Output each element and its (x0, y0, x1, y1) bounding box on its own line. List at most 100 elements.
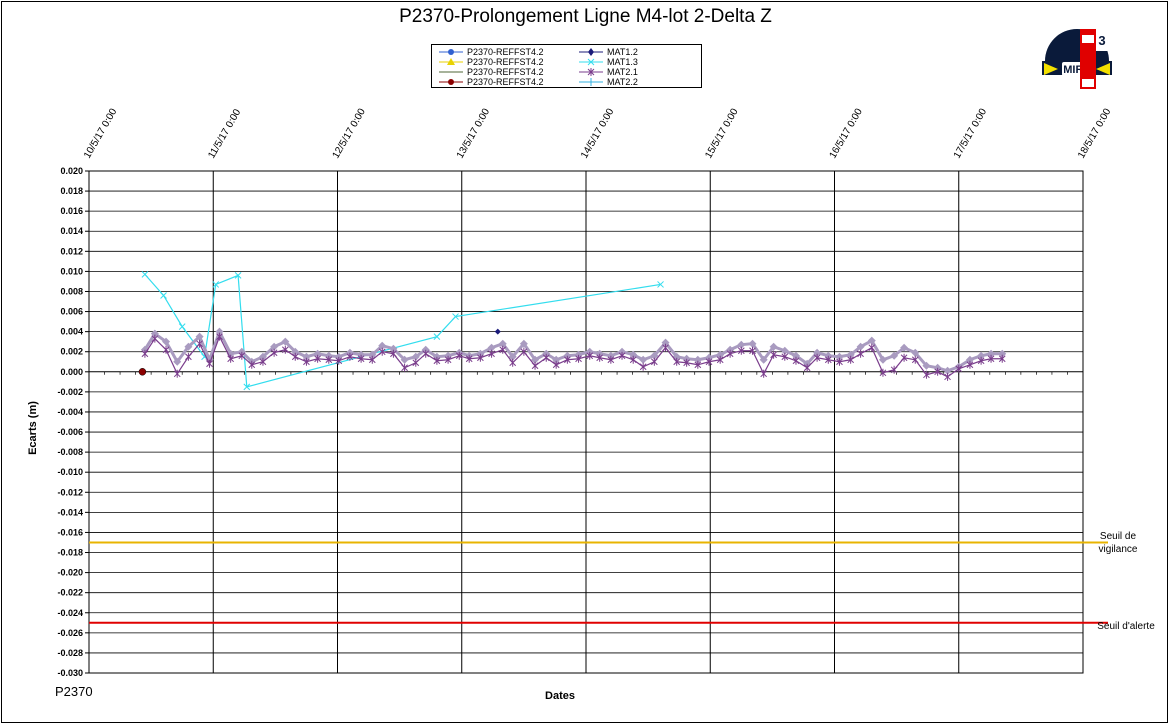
data-point (944, 372, 951, 381)
data-point (977, 356, 985, 365)
data-point (922, 361, 931, 370)
data-point (433, 333, 441, 341)
y-tick-label: 0.004 (60, 327, 83, 337)
threshold-label-alerte: Seuil d'alerte (1097, 621, 1155, 632)
data-point (368, 355, 376, 364)
data-point (586, 351, 594, 360)
data-point (890, 351, 899, 360)
x-axis-label: Dates (545, 690, 575, 702)
data-point (618, 351, 626, 360)
data-point (552, 355, 561, 364)
data-point (389, 344, 398, 353)
data-point (212, 281, 220, 288)
data-point (737, 346, 745, 355)
corner-label: P2370 (55, 684, 93, 699)
mire-logo: MIRE 3 (1042, 25, 1112, 93)
data-point (433, 356, 441, 365)
data-point (955, 364, 963, 373)
data-point (835, 352, 844, 361)
data-point (998, 354, 1006, 363)
data-point (173, 357, 182, 366)
data-point (900, 353, 908, 362)
data-point (934, 367, 941, 376)
data-point (160, 292, 167, 299)
data-point (291, 352, 299, 361)
x-tick-label: 16/5/17 0:00 (828, 106, 866, 160)
data-point (150, 329, 159, 338)
y-tick-label: 0.020 (60, 166, 83, 176)
y-tick-label: 0.002 (60, 347, 83, 357)
data-point (650, 357, 658, 366)
data-point (813, 348, 822, 357)
data-point (531, 361, 539, 370)
data-point (455, 351, 463, 360)
data-point (138, 368, 147, 376)
y-tick-label: -0.006 (57, 427, 83, 437)
data-point (803, 363, 811, 372)
series-line (144, 274, 661, 388)
data-point (258, 352, 267, 361)
chart-legend: P2370-REFFST4.2 P2370-REFFST4.2 P2370-RE… (431, 44, 702, 88)
data-point (867, 336, 876, 345)
data-point (878, 355, 887, 364)
data-point (519, 339, 528, 348)
data-point (693, 355, 702, 364)
data-point (770, 350, 777, 359)
data-point (694, 360, 702, 369)
data-point (390, 349, 397, 358)
y-tick-label: 0.016 (60, 206, 83, 216)
data-point (661, 338, 670, 347)
data-point (575, 354, 582, 363)
data-point (234, 272, 242, 279)
data-point (281, 345, 289, 354)
data-point (780, 346, 789, 355)
data-point (401, 363, 408, 372)
x-tick-label: 15/5/17 0:00 (703, 106, 741, 160)
data-point (477, 353, 484, 362)
y-tick-label: -0.026 (57, 628, 83, 638)
data-point (911, 355, 919, 364)
data-point (185, 352, 192, 361)
data-point (238, 351, 246, 360)
data-point (813, 353, 821, 362)
data-point (227, 354, 234, 363)
data-point (965, 355, 974, 364)
data-point (465, 354, 473, 363)
data-point (760, 369, 768, 378)
data-point (488, 349, 495, 358)
data-point (346, 352, 354, 361)
data-point (890, 365, 898, 374)
data-point (977, 351, 986, 360)
y-tick-label: -0.016 (57, 527, 83, 537)
data-point (759, 355, 768, 364)
data-point (683, 358, 690, 367)
data-point (737, 340, 746, 349)
data-point (673, 357, 681, 366)
data-point (411, 352, 420, 361)
y-tick-label: -0.028 (57, 648, 83, 658)
data-point (259, 357, 267, 366)
data-point (998, 349, 1007, 358)
data-point (173, 369, 181, 378)
y-tick-label: -0.018 (57, 548, 83, 558)
data-point (847, 355, 855, 364)
chart-title: P2370-Prolongement Ligne M4-lot 2-Delta … (399, 6, 772, 27)
data-point (508, 352, 517, 361)
data-point (879, 368, 887, 377)
data-point (987, 354, 995, 363)
data-point (520, 347, 528, 356)
data-point (378, 347, 386, 356)
y-tick-label: -0.030 (57, 668, 83, 678)
svg-text:3: 3 (1098, 33, 1105, 48)
data-point (748, 339, 757, 348)
x-tick-label: 18/5/17 0:00 (1076, 106, 1114, 160)
data-point (494, 328, 501, 335)
data-point (791, 351, 800, 360)
data-point (243, 383, 251, 391)
y-tick-label: 0.008 (60, 286, 83, 296)
data-point (270, 342, 279, 351)
x-tick-label: 12/5/17 0:00 (331, 106, 369, 160)
y-tick-label: -0.004 (57, 407, 83, 417)
